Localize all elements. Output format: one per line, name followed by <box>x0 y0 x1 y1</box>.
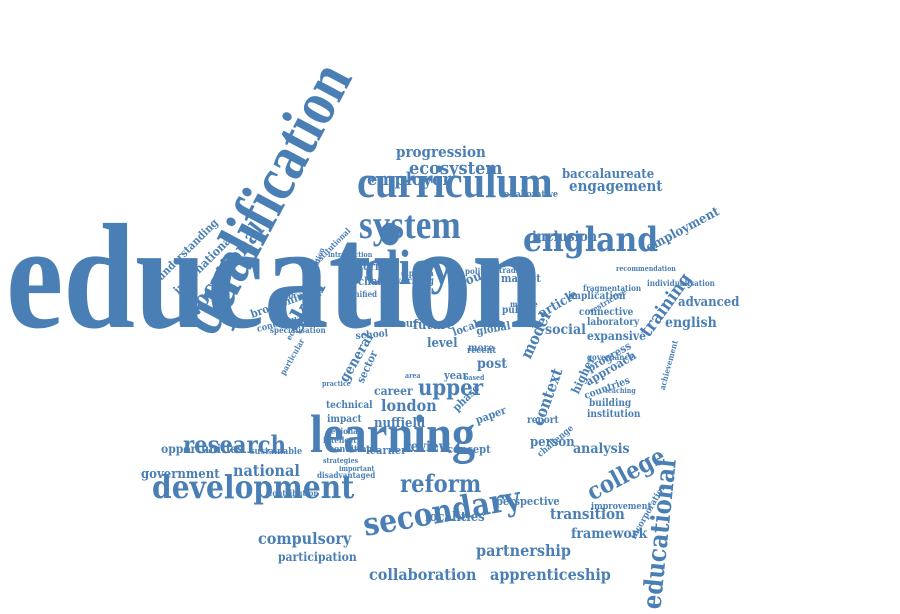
word-condition: condition <box>329 444 373 455</box>
word-unification: unification <box>275 289 319 300</box>
word-social: social <box>545 321 586 338</box>
word-middle: middle <box>510 298 538 309</box>
word-london: london <box>381 396 437 416</box>
word-localities: localities <box>425 509 485 525</box>
word-historical: historical <box>342 260 395 274</box>
word-post: post <box>477 355 508 372</box>
word-analysis: analysis <box>573 440 630 457</box>
word-diploma: diploma <box>401 267 434 278</box>
word-participation: participation <box>278 550 357 565</box>
word-government: government <box>141 466 220 482</box>
word-political: political <box>465 265 499 276</box>
word-perspective: perspective <box>496 495 560 509</box>
word-change: change <box>358 275 399 289</box>
word-advanced: advanced <box>678 294 740 310</box>
word-connective: connective <box>579 307 634 318</box>
word-ecosystem: ecosystem <box>409 157 503 179</box>
word-nuffield: nuffield <box>374 415 426 431</box>
word-reform: reform <box>400 468 482 498</box>
word-england: england <box>523 219 659 260</box>
word-achievement: achievement <box>656 338 680 391</box>
word-paper: paper <box>473 403 508 427</box>
word-individualisation: individualisation <box>647 277 715 288</box>
word-person: person <box>530 434 575 450</box>
word-compulsory: compulsory <box>258 529 352 549</box>
word-transition: transition <box>550 505 625 523</box>
word-national: national <box>233 461 300 481</box>
word-area: area <box>405 371 421 381</box>
word-inclusion: inclusion <box>532 228 598 245</box>
word-learning: learning <box>310 403 476 464</box>
word-fragmentation: fragmentation <box>583 282 642 293</box>
word-expansive: expansive <box>587 329 647 344</box>
word-disadvantaged: disadvantaged <box>317 469 376 480</box>
word-development: development <box>152 468 355 507</box>
word-working: working <box>393 276 434 287</box>
word-laboratory: laboratory <box>587 317 640 328</box>
word-based: based <box>464 373 485 383</box>
word-technical: technical <box>326 400 373 411</box>
word-collaborative: collaborative <box>499 189 559 200</box>
word-english: english <box>665 314 717 331</box>
word-learner: learner <box>366 444 407 458</box>
word-review: review <box>404 438 450 455</box>
word-concept: concept <box>447 443 491 457</box>
word-strategies: strategies <box>323 456 359 466</box>
word-opportunities: opportunities <box>161 442 244 457</box>
word-research: research <box>183 429 286 459</box>
word-partnership: partnership <box>476 541 571 561</box>
word-tradition: tradition <box>499 264 535 275</box>
word-collaboration: collaboration <box>369 565 477 585</box>
word-labour: labour <box>382 317 419 331</box>
word-policy: policy <box>340 239 453 295</box>
word-education: education <box>6 194 544 360</box>
word-regional: regional <box>327 425 361 436</box>
word-year: year <box>444 369 468 383</box>
word-unified: unified <box>349 288 378 299</box>
word-report: report <box>527 415 559 426</box>
word-employer: employer <box>367 168 451 190</box>
word-future: future <box>413 317 455 333</box>
word-career: career <box>374 384 413 399</box>
word-progression: progression <box>396 143 486 161</box>
word-building: building <box>589 398 632 409</box>
word-contribution: contribution <box>268 487 319 498</box>
word-important: important <box>339 464 375 474</box>
word-specialisation: specialisation <box>270 324 326 335</box>
word-teaching: teaching <box>605 386 636 396</box>
word-impact: impact <box>327 414 362 425</box>
word-curriculum: curriculum <box>357 156 553 208</box>
word-sustainable: sustainable <box>250 446 303 457</box>
word-baccalaureate: baccalaureate <box>562 166 655 182</box>
word-apprenticeship: apprenticeship <box>490 565 611 585</box>
word-level: level <box>427 335 458 351</box>
word-institution: institution <box>587 409 641 420</box>
word-upper: upper <box>418 375 484 402</box>
word-recent: recent <box>467 345 497 356</box>
word-market: market <box>501 272 541 286</box>
word-system: system <box>359 202 461 247</box>
word-more: more <box>468 343 495 354</box>
word-improvement: improvement <box>591 501 652 512</box>
word-recommendation: recommendation <box>616 264 676 274</box>
word-engagement: engagement <box>569 177 663 195</box>
word-introduction: introduction <box>328 250 373 260</box>
word-public: public <box>502 305 534 316</box>
word-framework: framework <box>571 525 648 542</box>
word-governance: governance <box>587 351 634 362</box>
word-implication: implication <box>568 291 626 302</box>
word-intellect: intellect <box>323 434 357 445</box>
word-practice: practice <box>322 379 351 389</box>
